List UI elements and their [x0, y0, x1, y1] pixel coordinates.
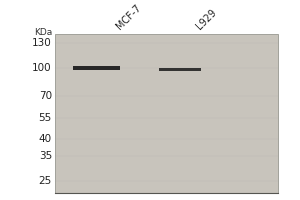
Text: KDa: KDa — [34, 28, 52, 37]
Text: 55: 55 — [39, 113, 52, 123]
Text: MCF-7: MCF-7 — [114, 3, 143, 32]
Text: 25: 25 — [39, 176, 52, 186]
Text: 40: 40 — [39, 134, 52, 144]
Bar — [73, 66, 120, 70]
Text: 130: 130 — [32, 38, 52, 48]
Bar — [55, 34, 278, 193]
Text: 100: 100 — [32, 63, 52, 73]
Text: L929: L929 — [195, 8, 219, 32]
Bar — [159, 68, 200, 71]
Text: 35: 35 — [39, 151, 52, 161]
Text: 70: 70 — [39, 91, 52, 101]
